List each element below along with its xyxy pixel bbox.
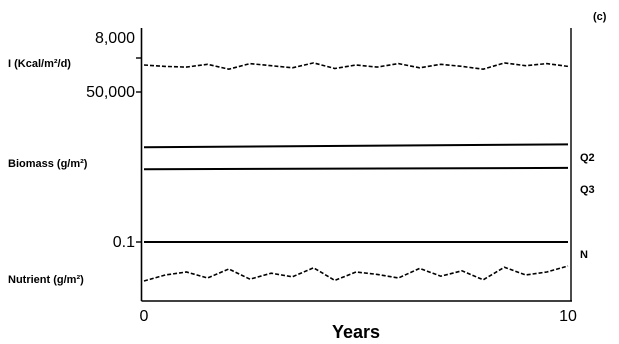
series-line-biomass-q3 — [143, 166, 569, 171]
series-line-nutrient-1 — [143, 265, 569, 282]
ylabel-biomass: Biomass (g/m²) — [8, 158, 88, 170]
tick-label-biomass-top: 50,000 — [86, 84, 135, 101]
series-line-insolation-0 — [143, 62, 569, 71]
tick-label-nutrient-top: 0.1 — [113, 234, 135, 251]
series-label-n: N — [580, 249, 588, 261]
x-tick-label-10: 10 — [559, 308, 577, 325]
ylabel-nutrient: Nutrient (g/m²) — [8, 274, 84, 286]
x-axis-title: Years — [332, 322, 380, 342]
tick-label-insolation-top: 8,000 — [95, 30, 135, 47]
chart-marks — [136, 57, 569, 282]
series-line-biomass-q2 — [143, 143, 569, 149]
series-label-q2: Q2 — [580, 152, 595, 164]
x-tick-label-0: 0 — [140, 308, 149, 325]
ylabel-insolation: I (Kcal/m²/d) — [8, 58, 71, 70]
panel-label: (c) — [593, 11, 607, 23]
series-label-q3: Q3 — [580, 184, 595, 196]
